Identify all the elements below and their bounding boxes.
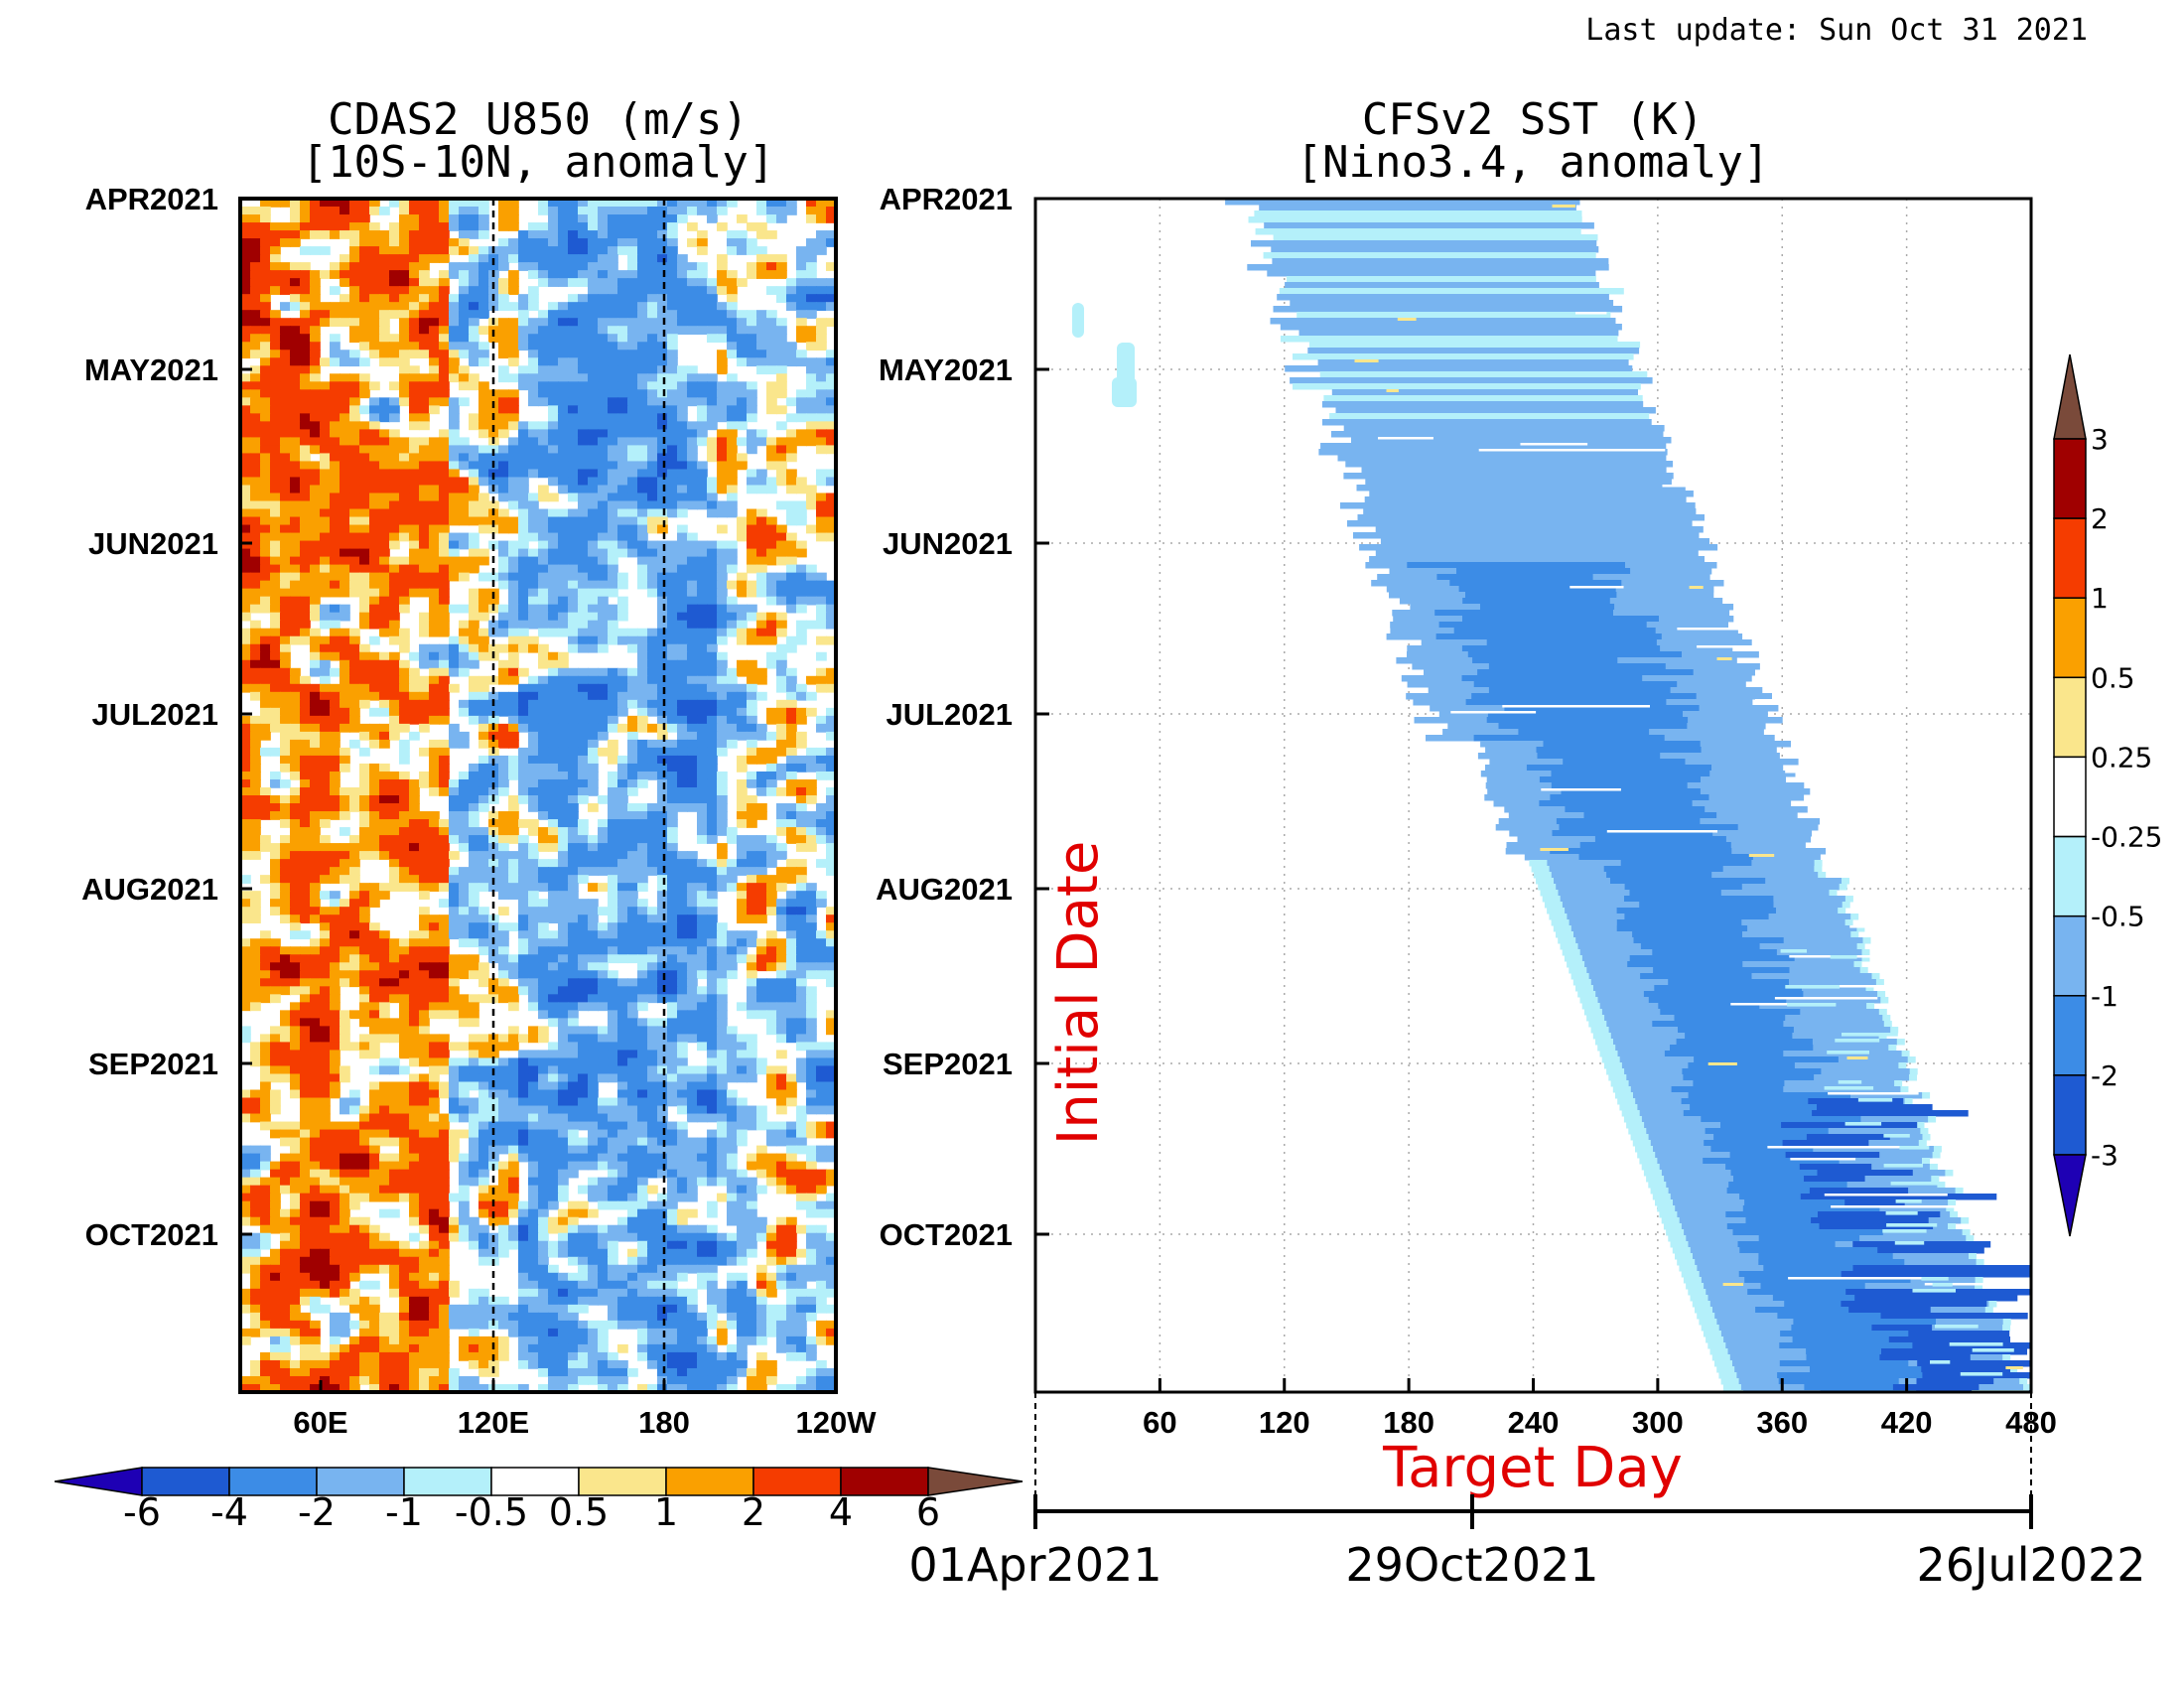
date-axis: 01Apr2021 29Oct2021 26Jul2022 [908,1494,2146,1592]
left-y-tick-label: MAY2021 [84,352,218,387]
left-plot-frame [238,197,838,1394]
left-y-tick-label: JUL2021 [91,697,218,732]
colorbar-high-arrow [2053,353,2087,440]
colorbar-level-label: 1 [654,1490,678,1534]
sst-anomaly-field [1072,199,2031,1392]
colorbar-swatch [2053,1074,2087,1156]
colorbar-level-label: 0.25 [2091,741,2152,774]
right-panel: CFSv2 SST (K) [Nino3.4, anomaly] APR2021… [876,94,2162,1592]
colorbar-level-label: 2 [742,1490,765,1534]
left-title-line1: CDAS2 U850 (m/s) [328,94,749,145]
right-title-line1: CFSv2 SST (K) [1362,94,1704,145]
colorbar-swatch [2053,756,2087,838]
left-y-tick-label: APR2021 [85,182,218,216]
colorbar-level-label: 1 [2091,582,2109,615]
right-y-tick-label: MAY2021 [879,352,1013,387]
y-axis-label: Initial Date [1046,841,1111,1146]
left-y-tick-label: AUG2021 [81,872,218,907]
colorbar-level-label: 6 [916,1490,940,1534]
colorbar-swatch [665,1467,754,1496]
colorbar-swatch [840,1467,929,1496]
colorbar-level-label: 2 [2091,502,2109,535]
colorbar-low-arrow [2053,1154,2087,1237]
right-y-tick-label: AUG2021 [876,872,1013,907]
colorbar-swatch [2053,438,2087,519]
right-y-tick-label: APR2021 [880,182,1013,216]
colorbar-swatch [2053,914,2087,997]
colorbar-level-label: 0.5 [2091,661,2135,694]
colorbar-swatch [490,1467,580,1496]
date-axis-label: 26Jul2022 [1916,1538,2145,1592]
colorbar-level-label: -0.5 [455,1490,528,1534]
left-x-tick-label: 120W [796,1405,878,1440]
left-x-tick-label: 120E [458,1405,529,1440]
left-y-tick-label: JUN2021 [88,526,218,561]
right-y-tick-label: OCT2021 [880,1217,1013,1252]
left-y-tick-label: SEP2021 [88,1047,218,1081]
right-x-tick-label: 60 [1143,1405,1176,1440]
colorbar-swatch [752,1467,842,1496]
right-x-tick-label: 360 [1756,1405,1808,1440]
colorbar-level-label: 3 [2091,423,2109,456]
colorbar-level-label: -3 [2091,1139,2118,1172]
colorbar-level-label: -0.5 [2091,901,2145,933]
colorbar-level-label: 4 [829,1490,853,1534]
colorbar-level-label: 0.5 [549,1490,609,1534]
right-x-tick-label: 120 [1259,1405,1310,1440]
right-x-tick-label: 420 [1881,1405,1933,1440]
colorbar-level-label: -2 [2091,1059,2118,1092]
right-x-tick-label: 180 [1383,1405,1434,1440]
left-x-tick-label: 180 [638,1405,690,1440]
right-x-tick-label: 240 [1508,1405,1560,1440]
date-axis-label: 01Apr2021 [908,1538,1161,1592]
colorbar-swatch [2053,597,2087,679]
colorbar-level-label: -1 [2091,980,2118,1013]
colorbar-level-label: -2 [298,1490,336,1534]
colorbar-high-arrow [927,1467,1024,1496]
colorbar-level-label: -4 [210,1490,248,1534]
left-title-line2: [10S-10N, anomaly] [302,137,775,188]
colorbar-swatch [2053,995,2087,1076]
left-y-tick-label: OCT2021 [85,1217,218,1252]
right-x-tick-label: 300 [1632,1405,1684,1440]
colorbar-swatch [316,1467,405,1496]
colorbar-level-label: -1 [385,1490,423,1534]
colorbar-swatch [2053,676,2087,759]
right-y-tick-label: SEP2021 [883,1047,1013,1081]
colorbar-swatch [2053,835,2087,917]
x-axis-label: Target Day [1382,1436,1683,1500]
colorbar-level-label: -6 [123,1490,161,1534]
left-panel: CDAS2 U850 (m/s) [10S-10N, anomaly] APR2… [54,94,1024,1534]
last-update-text: Last update: Sun Oct 31 2021 [1585,13,2088,48]
left-x-tick-label: 60E [293,1405,347,1440]
u850-anomaly-field [240,199,836,1392]
left-colorbar: -6 -4 -2 -1 -0.5 0.5 1 2 4 6 [54,1467,1024,1534]
colorbar-level-label: -0.25 [2091,821,2162,854]
right-y-tick-label: JUL2021 [886,697,1013,732]
colorbar-swatch [2053,517,2087,599]
right-colorbar: 3 2 1 0.5 0.25 -0.25 -0.5 -1 -2 -3 [2053,353,2162,1237]
colorbar-swatch [141,1467,230,1496]
right-x-tick-label: 480 [2005,1405,2057,1440]
right-y-tick-label: JUN2021 [883,526,1013,561]
colorbar-swatch [403,1467,492,1496]
date-axis-label: 29Oct2021 [1345,1538,1598,1592]
right-title-line2: [Nino3.4, anomaly] [1297,137,1770,188]
